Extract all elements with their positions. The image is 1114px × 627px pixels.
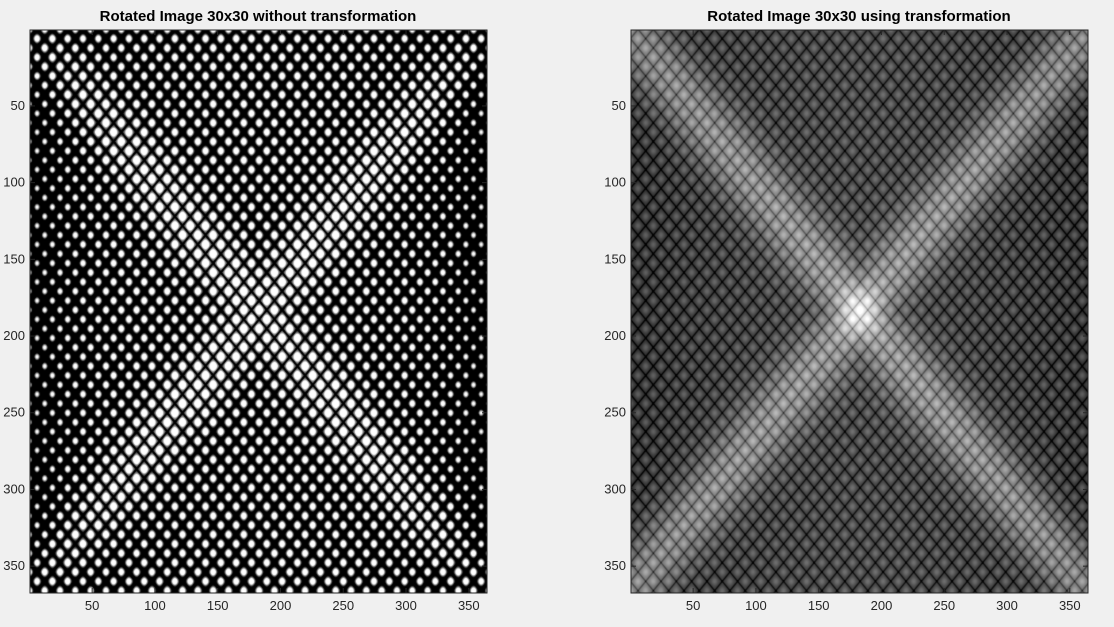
right-heatmap-image (631, 30, 1088, 593)
right-y-tick-label: 250 (604, 405, 626, 420)
right-chart-title: Rotated Image 30x30 using transformation (707, 8, 1010, 25)
right-x-tick-label: 300 (996, 598, 1018, 613)
left-axes: Rotated Image 30x30 without transformati… (3, 8, 488, 613)
right-y-tick-label: 300 (604, 481, 626, 496)
left-y-tick-label: 150 (3, 251, 25, 266)
left-y-tick-label: 50 (11, 98, 25, 113)
left-x-tick-label: 150 (207, 598, 229, 613)
right-y-tick-label: 100 (604, 175, 626, 190)
left-y-tick-label: 250 (3, 405, 25, 420)
right-x-tick-label: 350 (1059, 598, 1081, 613)
right-x-tick-label: 200 (871, 598, 893, 613)
left-chart-title: Rotated Image 30x30 without transformati… (100, 8, 417, 25)
left-y-tick-label: 100 (3, 175, 25, 190)
left-x-tick-label: 200 (270, 598, 292, 613)
left-x-tick-label: 250 (332, 598, 354, 613)
right-y-tick-label: 200 (604, 328, 626, 343)
left-x-tick-label: 50 (85, 598, 99, 613)
right-x-tick-label: 100 (745, 598, 767, 613)
right-y-tick-label: 50 (612, 98, 626, 113)
left-heatmap-image (30, 30, 487, 593)
left-x-tick-label: 100 (144, 598, 166, 613)
left-y-tick-label: 200 (3, 328, 25, 343)
left-x-tick-label: 300 (395, 598, 417, 613)
left-y-ticks: 50 100 150 200 250 300 350 (3, 98, 487, 573)
left-y-tick-label: 300 (3, 481, 25, 496)
left-x-tick-label: 350 (458, 598, 480, 613)
right-y-ticks: 50 100 150 200 250 300 350 (604, 98, 1088, 573)
right-y-tick-label: 150 (604, 251, 626, 266)
right-x-tick-label: 50 (686, 598, 700, 613)
right-axes-box (630, 29, 1089, 594)
left-axes-box (29, 29, 488, 594)
left-x-ticks: 50 100 150 200 250 300 350 (85, 30, 480, 613)
right-x-ticks: 50 100 150 200 250 300 350 (686, 30, 1081, 613)
right-x-tick-label: 150 (808, 598, 830, 613)
right-x-tick-label: 250 (933, 598, 955, 613)
right-axes: Rotated Image 30x30 using transformation… (604, 8, 1089, 613)
right-y-tick-label: 350 (604, 558, 626, 573)
left-y-tick-label: 350 (3, 558, 25, 573)
